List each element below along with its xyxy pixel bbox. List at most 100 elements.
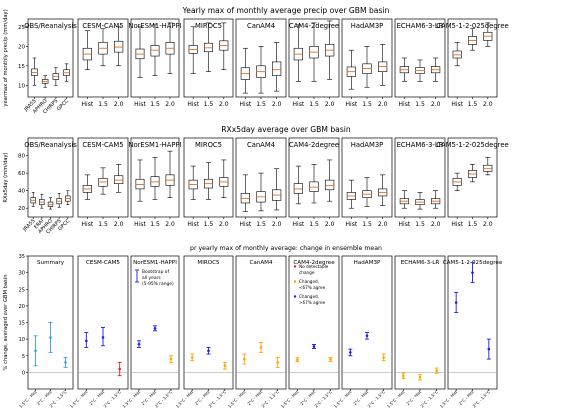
y-axis-label-2: % change, averaged over GBM basin — [3, 275, 9, 371]
data-point — [137, 342, 141, 346]
x-tick-label: 1.5 — [362, 101, 372, 108]
x-tick-label: 2°C - 1.5°C — [154, 389, 174, 408]
panel-frame — [235, 255, 287, 390]
data-point — [34, 349, 37, 353]
panel-title: CAM5-1-2-025degree — [436, 141, 508, 149]
panel-title: NorESM1-HAPPI — [133, 260, 177, 266]
x-tick-label: 1.5 — [468, 101, 478, 108]
legend-label: change — [299, 270, 315, 275]
x-tick-label: 1.5 — [204, 101, 214, 108]
data-point — [471, 271, 474, 274]
y-tick-label: 60 — [18, 171, 25, 177]
x-tick-label: 2.0 — [325, 221, 335, 228]
legend-label: <67% agree — [299, 285, 326, 290]
panel-title: CanAM4 — [249, 260, 273, 266]
y-tick-label: 25 — [19, 287, 25, 293]
data-point — [259, 346, 263, 349]
y-tick-label: 15 — [18, 64, 25, 70]
panel-title: MIROC5 — [197, 260, 220, 266]
data-point — [243, 357, 246, 361]
data-point — [207, 349, 210, 353]
x-tick-label: Hist — [134, 101, 146, 108]
legend-label: >67% agree — [299, 300, 326, 305]
x-tick-label: 2.0 — [114, 101, 124, 108]
box — [272, 61, 282, 76]
y-tick-label: 10 — [19, 337, 25, 343]
panel-title: HadAM3P — [354, 260, 381, 266]
x-tick-label: 1.5°C - Hist — [280, 389, 300, 408]
x-tick-label: 2°C - 1.5°C — [366, 389, 386, 408]
x-tick-label: 2.0 — [431, 221, 441, 228]
y-axis-label-1: RXx5day (mm/day) — [3, 152, 9, 202]
x-tick-label: 2.0 — [219, 221, 229, 228]
x-tick-label: 2.0 — [325, 101, 335, 108]
x-tick-label: 2.0 — [431, 101, 441, 108]
bootstrap-label: Bootstrap of — [142, 269, 169, 275]
panel-frame — [288, 255, 340, 390]
panel-title: CESM-CAM5 — [82, 141, 123, 149]
y-tick-label: 80 — [18, 154, 25, 160]
x-tick-label: 2°C - 1.5°C — [208, 389, 228, 408]
panel-title: ECHAM6-3-LR — [397, 141, 444, 149]
data-point — [382, 356, 385, 359]
legend-label: No detectable — [299, 264, 329, 269]
y-tick-label: 20 — [18, 206, 25, 212]
bootstrap-label: all years — [142, 275, 161, 281]
x-tick-label: 2.0 — [483, 221, 493, 228]
x-tick-label: 2.0 — [165, 101, 175, 108]
data-point — [118, 367, 121, 371]
x-tick-label: Hist — [346, 221, 358, 228]
x-tick-label: Hist — [346, 101, 358, 108]
panel-title: ECHAM6-3-LR — [397, 22, 444, 30]
x-tick-label: Hist — [82, 221, 94, 228]
chart-title-0: Yearly max of monthly average precip ove… — [182, 6, 390, 15]
panel-title: OBS/Reanalysis — [24, 22, 77, 30]
legend-label: Changed, — [299, 279, 319, 284]
data-point — [329, 358, 332, 361]
x-tick-label: 2.0 — [378, 221, 388, 228]
x-tick-label: 1.5 — [256, 221, 266, 228]
x-tick-label: 1.5 — [468, 221, 478, 228]
y-tick-label: 40 — [18, 189, 25, 195]
box — [150, 45, 160, 57]
x-tick-label: 1.5°C - Hist — [175, 389, 195, 408]
x-tick-label: 2°C - 1.5°C — [102, 389, 122, 408]
data-point — [153, 327, 157, 330]
data-point — [435, 369, 438, 373]
y-tick-label: 10 — [18, 83, 25, 89]
x-tick-label: Hist — [399, 101, 411, 108]
x-tick-label: 1.5 — [362, 221, 372, 228]
x-tick-label: 1.5 — [98, 221, 108, 228]
panel-title: CanAM4 — [247, 141, 275, 149]
panel-frame — [341, 255, 393, 390]
panel-title: ECHAM6-3-LR — [401, 260, 440, 266]
data-point — [276, 361, 279, 364]
y-tick-label: 20 — [18, 44, 25, 50]
legend-marker — [293, 265, 297, 268]
data-point — [296, 358, 299, 362]
x-tick-label: Hist — [293, 221, 305, 228]
y-tick-label: 0 — [22, 370, 25, 376]
x-tick-label: 1.5 — [415, 221, 425, 228]
x-tick-label: 2.0 — [378, 101, 388, 108]
x-tick-label: 1.5°C - Hist — [333, 389, 353, 408]
panel-title: CESM-CAM5 — [82, 22, 123, 30]
bootstrap-label: (5-95% range) — [142, 281, 174, 287]
x-tick-label: Hist — [134, 221, 146, 228]
x-tick-label: Hist — [187, 101, 199, 108]
x-tick-label: 1.5°C - Hist — [121, 389, 141, 408]
data-point — [418, 376, 422, 379]
data-point — [454, 301, 458, 304]
panel-title: MIROC5 — [195, 141, 222, 149]
x-tick-label: 2°C - 1.5°C — [313, 389, 333, 408]
x-tick-label: 2.0 — [272, 101, 282, 108]
x-tick-label: 1.5 — [204, 221, 214, 228]
x-tick-label: 2.0 — [165, 221, 175, 228]
panel-title: CAM5-1-2-025degree — [436, 22, 508, 30]
x-tick-label: 1.5 — [415, 101, 425, 108]
data-point — [169, 357, 173, 361]
x-tick-label: 2.0 — [483, 101, 493, 108]
data-point — [349, 351, 352, 354]
panel-title: CAM4-2degree — [289, 141, 339, 149]
